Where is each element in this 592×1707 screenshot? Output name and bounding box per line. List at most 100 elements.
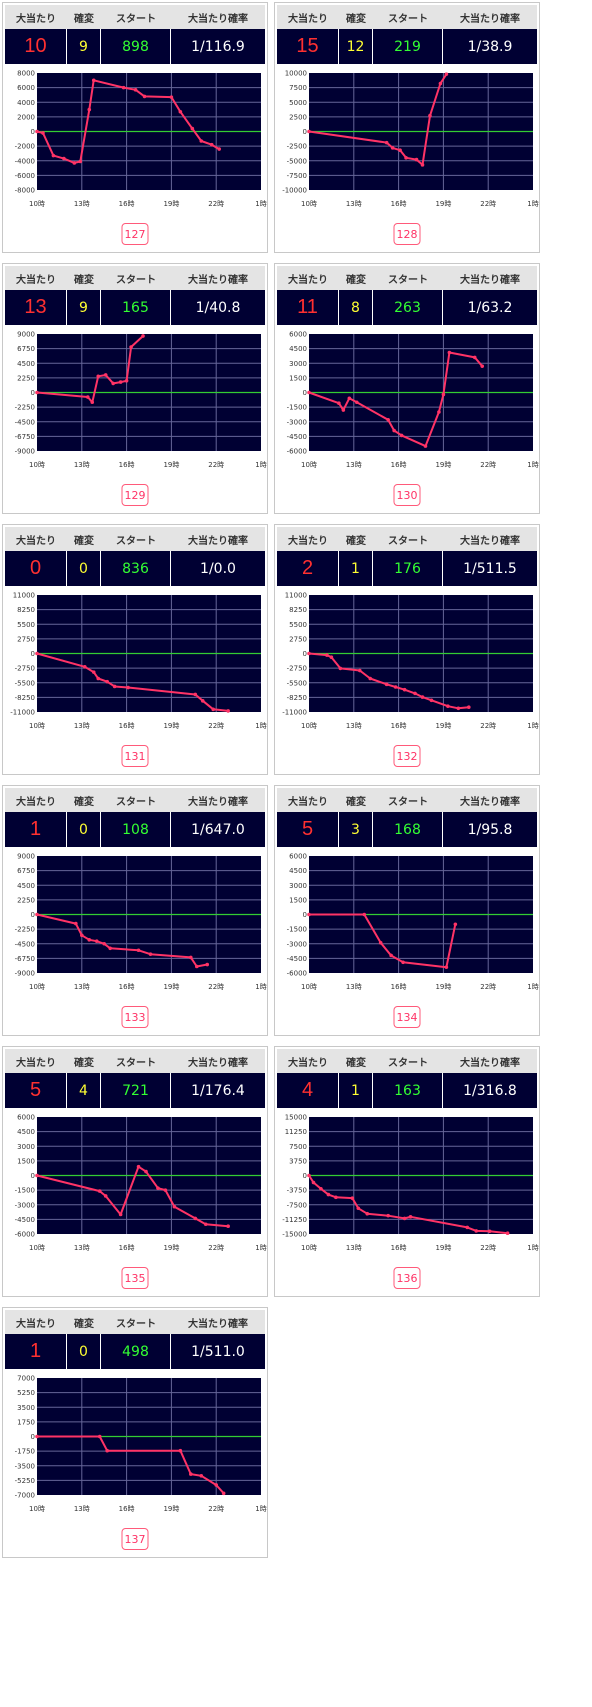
x-tick-label: 22時 [480,461,496,469]
data-point [102,941,106,946]
x-tick-label: 16時 [391,1244,407,1252]
data-point [78,159,83,164]
data-point [189,1472,193,1476]
y-tick-label: -1500 [287,404,307,412]
x-tick-label: 19時 [435,461,451,469]
data-point [420,163,425,167]
x-tick-label: 1時 [255,983,266,991]
data-point [178,1448,183,1453]
stats-values: 10 9 898 1/116.9 [5,29,265,64]
machine-number-button[interactable]: 135 [121,1267,149,1289]
y-tick-label: 0 [31,389,35,397]
y-tick-label: 4500 [17,882,35,890]
data-point [487,1229,492,1234]
data-point [136,1164,141,1169]
data-point [325,653,329,657]
data-point [413,691,417,696]
y-tick-label: -10000 [282,187,307,195]
y-tick-label: 2500 [289,113,307,121]
machine-number-button[interactable]: 130 [393,484,421,506]
y-tick-label: 2750 [17,635,35,643]
data-point [96,676,101,681]
x-tick-label: 1時 [255,722,266,730]
y-tick-label: 4500 [17,1128,35,1136]
data-point [408,1215,413,1219]
machine-number-button[interactable]: 134 [393,1006,421,1028]
header-label: 確変 [74,274,94,286]
data-point [35,1173,39,1178]
stats-header: 大当たり 確変 スタート 大当たり確率 [277,5,537,29]
machine-number-button[interactable]: 131 [121,745,149,767]
y-tick-label: 9000 [17,331,35,339]
data-point [199,139,204,143]
balance-chart: 9000 6750 4500 2250 0 -2250 -4500 -6750 -9000 10時… [15,853,267,992]
x-tick-label: 13時 [346,983,362,991]
stats-header: 大当たり 確変 スタート 大当たり確率 [5,1310,265,1334]
x-tick-label: 19時 [435,1244,451,1252]
data-point [118,1212,123,1217]
data-point [200,699,205,703]
x-tick-label: 10時 [301,200,317,208]
data-point [97,1189,102,1193]
data-point [211,707,216,712]
stats-values: 2 1 176 1/511.5 [277,551,537,586]
data-point [404,156,408,160]
x-tick-label: 16時 [119,461,135,469]
data-point [72,161,77,165]
y-tick-label: 4500 [289,345,307,353]
data-point [221,1491,226,1496]
header-label: スタート [116,1318,156,1330]
data-point [203,1222,208,1227]
x-tick-label: 13時 [346,722,362,730]
data-point [169,95,174,99]
header-label: 大当たり確率 [188,274,248,286]
kakuhen-count: 0 [67,1334,101,1369]
y-tick-label: -6000 [15,172,35,180]
data-point [354,400,359,405]
y-tick-label: -3000 [287,940,307,948]
jackpot-probability: 1/40.8 [195,299,241,316]
stats-values: 5 3 168 1/95.8 [277,812,537,847]
machine-card: 大当たり 確変 スタート 大当たり確率 15 12 219 1/38.9 10000 7500 50… [274,2,540,253]
machine-number-button[interactable]: 129 [121,484,149,506]
stats-values: 4 1 163 1/316.8 [277,1073,537,1108]
jackpot-probability: 1/316.8 [463,1082,517,1099]
y-tick-label: -1750 [15,1448,35,1456]
data-point [97,1434,102,1439]
stats-header: 大当たり 確変 スタート 大当たり確率 [5,266,265,290]
data-point [133,88,138,92]
stats-header: 大当たり 確変 スタート 大当たり確率 [5,1049,265,1073]
machine-number-button[interactable]: 133 [121,1006,149,1028]
machine-number-button[interactable]: 136 [393,1267,421,1289]
machine-number-button[interactable]: 128 [393,223,421,245]
kakuhen-count: 4 [67,1073,101,1108]
data-point [386,1213,390,1218]
x-tick-label: 22時 [208,983,224,991]
data-point [112,684,117,689]
header-label: スタート [388,796,428,808]
machine-number-button[interactable]: 132 [393,745,421,767]
header-label: 確変 [346,796,366,808]
machine-number-button[interactable]: 127 [121,223,149,245]
header-label: 大当たり確率 [460,13,520,25]
x-tick-label: 19時 [163,983,179,991]
jackpot-probability: 1/116.9 [191,38,245,55]
header-label: 大当たり確率 [188,13,248,25]
balance-chart: 8000 6000 4000 2000 0 -2000 -4000 -6000 -8000 10時… [15,70,267,209]
machine-number-button[interactable]: 137 [121,1528,149,1550]
data-point [447,350,452,355]
data-point [111,381,115,386]
jackpot-count: 13 [5,290,67,325]
start-count: 165 [101,290,171,325]
data-point [194,964,199,969]
data-point [193,692,198,697]
y-tick-label: 11000 [285,592,307,600]
start-count: 176 [373,551,443,586]
start-count: 836 [101,551,171,586]
y-tick-label: 0 [31,1172,35,1180]
x-tick-label: 22時 [208,200,224,208]
balance-chart: 9000 6750 4500 2250 0 -2250 -4500 -6750 -9000 10時… [15,331,267,470]
data-point [205,962,210,967]
x-tick-label: 16時 [119,1505,135,1513]
y-tick-label: 3750 [289,1157,307,1165]
